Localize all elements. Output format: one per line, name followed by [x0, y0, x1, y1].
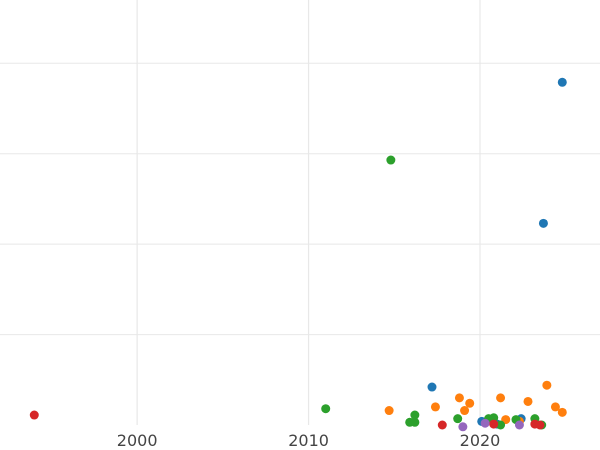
data-point — [384, 406, 394, 416]
data-point — [453, 414, 463, 424]
x-tick-label: 2010 — [288, 431, 329, 450]
data-point — [496, 420, 506, 430]
data-point — [427, 382, 437, 392]
data-point — [410, 417, 420, 427]
data-point — [458, 422, 468, 432]
data-point — [542, 380, 552, 390]
data-point — [465, 398, 475, 408]
data-point — [386, 155, 396, 165]
data-point — [489, 413, 499, 423]
data-point — [557, 77, 567, 87]
data-point — [454, 393, 464, 403]
data-point — [480, 418, 490, 428]
data-point — [514, 420, 524, 430]
data-point — [489, 419, 499, 429]
data-point — [550, 402, 560, 412]
data-point — [535, 420, 545, 430]
data-point — [557, 407, 567, 417]
data-point — [460, 406, 470, 416]
data-point — [523, 396, 533, 406]
data-point — [29, 410, 39, 420]
data-point — [430, 402, 440, 412]
data-point — [538, 218, 548, 228]
data-point — [321, 404, 331, 414]
grid — [0, 0, 600, 425]
data-point — [496, 393, 506, 403]
x-axis-ticks: 2000 2010 2020 — [117, 431, 501, 450]
data-point — [437, 420, 447, 430]
x-tick-label: 2000 — [117, 431, 158, 450]
data-point — [410, 410, 420, 420]
x-tick-label: 2020 — [460, 431, 501, 450]
data-points — [29, 77, 567, 432]
